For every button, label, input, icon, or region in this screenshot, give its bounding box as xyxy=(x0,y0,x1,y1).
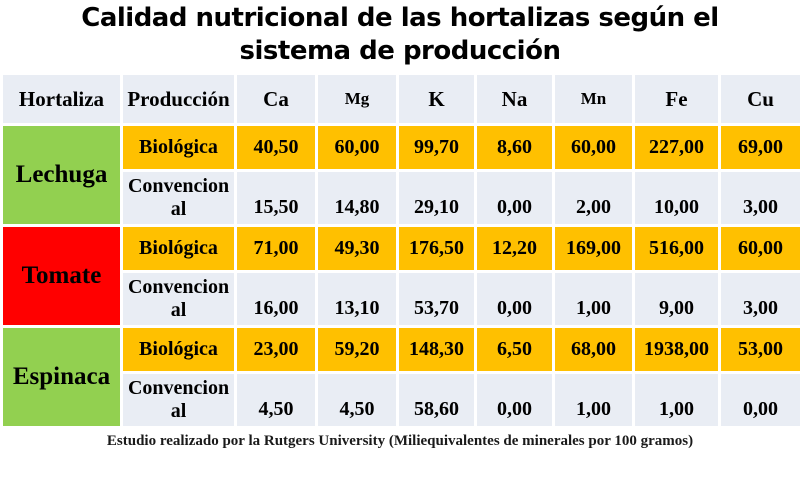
value-cell: 516,00 xyxy=(632,224,721,273)
value-cell: 2,00 xyxy=(552,169,635,227)
value-cell: 60,00 xyxy=(718,224,800,273)
value-cell: 99,70 xyxy=(396,123,477,172)
value-cell: 10,00 xyxy=(632,169,721,227)
value-cell: 40,50 xyxy=(234,123,318,172)
table-row-espinaca-convencional: Convencional 4,50 4,50 58,60 0,00 1,00 1… xyxy=(2,371,800,429)
value-cell: 71,00 xyxy=(234,224,318,273)
produccion-cell: Convencional xyxy=(120,371,237,429)
value-cell: 59,20 xyxy=(315,325,399,374)
produccion-cell: Biológica xyxy=(120,224,237,273)
value-cell: 49,30 xyxy=(315,224,399,273)
value-cell: 68,00 xyxy=(552,325,635,374)
table-row-lechuga-convencional: Convencional 15,50 14,80 29,10 0,00 2,00… xyxy=(2,169,800,227)
value-cell: 69,00 xyxy=(718,123,800,172)
value-cell: 3,00 xyxy=(718,169,800,227)
col-header-hortaliza: Hortaliza xyxy=(0,72,123,126)
value-cell: 227,00 xyxy=(632,123,721,172)
value-cell: 0,00 xyxy=(474,270,555,328)
produccion-cell: Biológica xyxy=(120,325,237,374)
table-row-tomate-biologica: Tomate Biológica 71,00 49,30 176,50 12,2… xyxy=(0,224,800,328)
produccion-cell: Convencional xyxy=(120,270,237,328)
value-cell: 1,00 xyxy=(632,371,721,429)
value-cell: 60,00 xyxy=(552,123,635,172)
value-cell: 0,00 xyxy=(474,169,555,227)
value-cell: 16,00 xyxy=(234,270,318,328)
value-cell: 13,10 xyxy=(315,270,399,328)
group-cell-tomate: Tomate xyxy=(0,224,123,328)
value-cell: 0,00 xyxy=(474,371,555,429)
source-note: Estudio realizado por la Rutgers Univers… xyxy=(106,433,694,449)
slide-title-line-1: Calidad nutricional de las hortalizas se… xyxy=(81,3,719,33)
header-row: Hortaliza Producción Ca Mg K Na Mn Fe Cu xyxy=(0,72,800,126)
value-cell: 53,00 xyxy=(718,325,800,374)
slide-title: Calidad nutricional de las hortalizas se… xyxy=(0,0,800,68)
produccion-cell: Biológica xyxy=(120,123,237,172)
produccion-cell: Convencional xyxy=(120,169,237,227)
value-cell: 0,00 xyxy=(718,371,800,429)
col-header-na: Na xyxy=(474,72,555,126)
value-cell: 176,50 xyxy=(396,224,477,273)
value-cell: 53,70 xyxy=(396,270,477,328)
col-header-cu: Cu xyxy=(718,72,800,126)
value-cell: 6,50 xyxy=(474,325,555,374)
value-cell: 14,80 xyxy=(315,169,399,227)
value-cell: 23,00 xyxy=(234,325,318,374)
col-header-produccion: Producción xyxy=(120,72,237,126)
table-row-espinaca-biologica: Espinaca Biológica 23,00 59,20 148,30 6,… xyxy=(0,325,800,429)
value-cell: 60,00 xyxy=(315,123,399,172)
value-cell: 4,50 xyxy=(234,371,318,429)
value-cell: 1,00 xyxy=(552,371,635,429)
value-cell: 15,50 xyxy=(234,169,318,227)
col-header-mn: Mn xyxy=(552,72,635,126)
value-cell: 1,00 xyxy=(552,270,635,328)
value-cell: 1938,00 xyxy=(632,325,721,374)
value-cell: 12,20 xyxy=(474,224,555,273)
value-cell: 3,00 xyxy=(718,270,800,328)
table-row-tomate-convencional: Convencional 16,00 13,10 53,70 0,00 1,00… xyxy=(2,270,800,328)
value-cell: 29,10 xyxy=(396,169,477,227)
group-cell-espinaca: Espinaca xyxy=(0,325,123,429)
nutrition-table: Hortaliza Producción Ca Mg K Na Mn Fe Cu… xyxy=(0,72,800,429)
value-cell: 9,00 xyxy=(632,270,721,328)
value-cell: 169,00 xyxy=(552,224,635,273)
group-cell-lechuga: Lechuga xyxy=(0,123,123,227)
value-cell: 8,60 xyxy=(474,123,555,172)
col-header-ca: Ca xyxy=(234,72,318,126)
col-header-k: K xyxy=(396,72,477,126)
table-row-lechuga-biologica: Lechuga Biológica 40,50 60,00 99,70 8,60… xyxy=(0,123,800,227)
slide-title-line-2: sistema de producción xyxy=(239,36,561,66)
col-header-fe: Fe xyxy=(632,72,721,126)
value-cell: 58,60 xyxy=(396,371,477,429)
col-header-mg: Mg xyxy=(315,72,399,126)
value-cell: 148,30 xyxy=(396,325,477,374)
value-cell: 4,50 xyxy=(315,371,399,429)
